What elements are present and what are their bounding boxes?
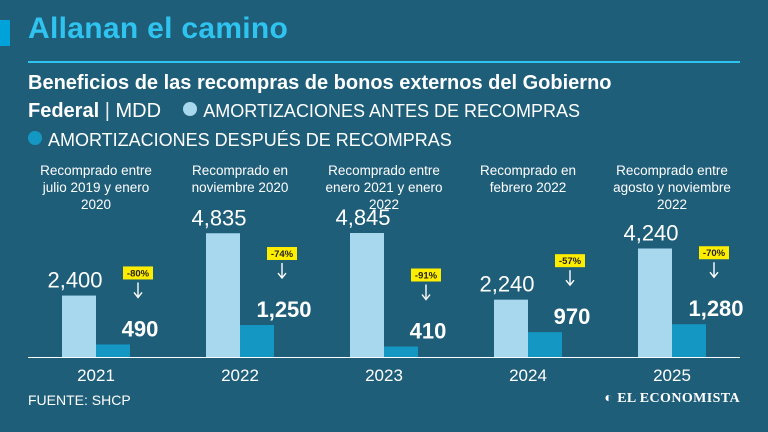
value-label-before-2025: 4,240	[623, 220, 678, 245]
title-accent-bar	[0, 20, 10, 46]
year-label-2025: 2025	[653, 366, 691, 385]
category-note-2024: Recomprado en febrero 2022	[479, 163, 577, 195]
down-arrow-head-icon	[565, 279, 575, 287]
brand-name: EL ECONOMISTA	[617, 391, 740, 406]
legend-item-before: AMORTIZACIONES ANTES DE RECOMPRAS	[183, 101, 580, 122]
category-note-2025: Recomprado entre agosto y noviembre 2022	[613, 163, 731, 212]
chart-subtitle: Beneficios de las recompras de bonos ext…	[28, 72, 612, 94]
change-label-2024: -57%	[559, 256, 582, 267]
units-separator: |	[104, 100, 110, 122]
bar-before-2022	[206, 233, 240, 357]
change-badge-2024	[555, 254, 585, 268]
down-arrow-head-icon	[133, 292, 143, 299]
change-label-2025: -70%	[703, 248, 726, 259]
year-label-2024: 2024	[509, 366, 547, 385]
source-note: FUENTE: SHCP	[28, 392, 131, 408]
value-label-before-2021: 2,400	[47, 268, 102, 293]
legend-label-after: AMORTIZACIONES DESPUÉS DE RECOMPRAS	[48, 130, 452, 150]
value-label-after-2021: 490	[122, 316, 159, 341]
down-arrow-head-icon	[421, 294, 431, 301]
value-label-after-2023: 410	[410, 319, 447, 344]
bar-before-2024	[494, 299, 528, 357]
headline: Allanan el camino	[28, 12, 289, 45]
title-rule	[28, 61, 740, 63]
change-badge-2025	[699, 246, 729, 260]
value-label-after-2025: 1,280	[688, 296, 743, 321]
bar-before-2023	[350, 233, 384, 357]
bar-before-2021	[62, 295, 96, 357]
category-note-2022: Recomprado en noviembre 2020	[191, 163, 289, 195]
legend-swatch-before	[183, 102, 198, 116]
bar-before-2025	[638, 248, 672, 357]
change-badge-2022	[267, 247, 297, 261]
legend-swatch-after	[28, 131, 42, 145]
value-label-after-2024: 970	[554, 304, 591, 329]
bar-after-2025	[672, 324, 706, 357]
year-label-2022: 2022	[221, 366, 259, 385]
year-label-2021: 2021	[77, 366, 115, 385]
units-label: MDD	[115, 100, 162, 122]
brand-mark-icon: ◐	[604, 391, 618, 406]
change-badge-2021	[123, 266, 153, 280]
change-badge-2023	[411, 268, 441, 282]
bar-after-2022	[240, 325, 274, 357]
category-note-2021: Recomprado entre julio 2019 y enero 2020	[40, 163, 152, 212]
down-arrow-head-icon	[277, 272, 287, 280]
brand-logo: ◐ EL ECONOMISTA	[604, 391, 740, 407]
change-label-2023: -91%	[415, 271, 438, 282]
legend-label-before: AMORTIZACIONES ANTES DE RECOMPRAS	[203, 101, 580, 121]
legend-item-after: AMORTIZACIONES DESPUÉS DE RECOMPRAS	[28, 130, 452, 151]
year-label-2023: 2023	[365, 366, 403, 385]
subtitle-continuation: Federal	[28, 100, 100, 122]
category-note-2023: Recomprado entre enero 2021 y enero 2022	[325, 163, 443, 212]
change-label-2021: -80%	[127, 268, 150, 279]
down-arrow-head-icon	[709, 271, 719, 279]
change-label-2022: -74%	[271, 249, 294, 260]
bar-after-2023	[384, 346, 418, 357]
bar-after-2021	[96, 344, 130, 357]
value-label-before-2023: 4,845	[335, 205, 390, 230]
bar-after-2024	[528, 332, 562, 357]
value-label-after-2022: 1,250	[256, 297, 311, 322]
legend-line-3: AMORTIZACIONES DESPUÉS DE RECOMPRAS	[28, 130, 452, 151]
value-label-before-2024: 2,240	[479, 272, 534, 297]
subtitle-line-2: Federal | MDD AMORTIZACIONES ANTES DE RE…	[28, 100, 580, 123]
value-label-before-2022: 4,835	[191, 205, 246, 230]
